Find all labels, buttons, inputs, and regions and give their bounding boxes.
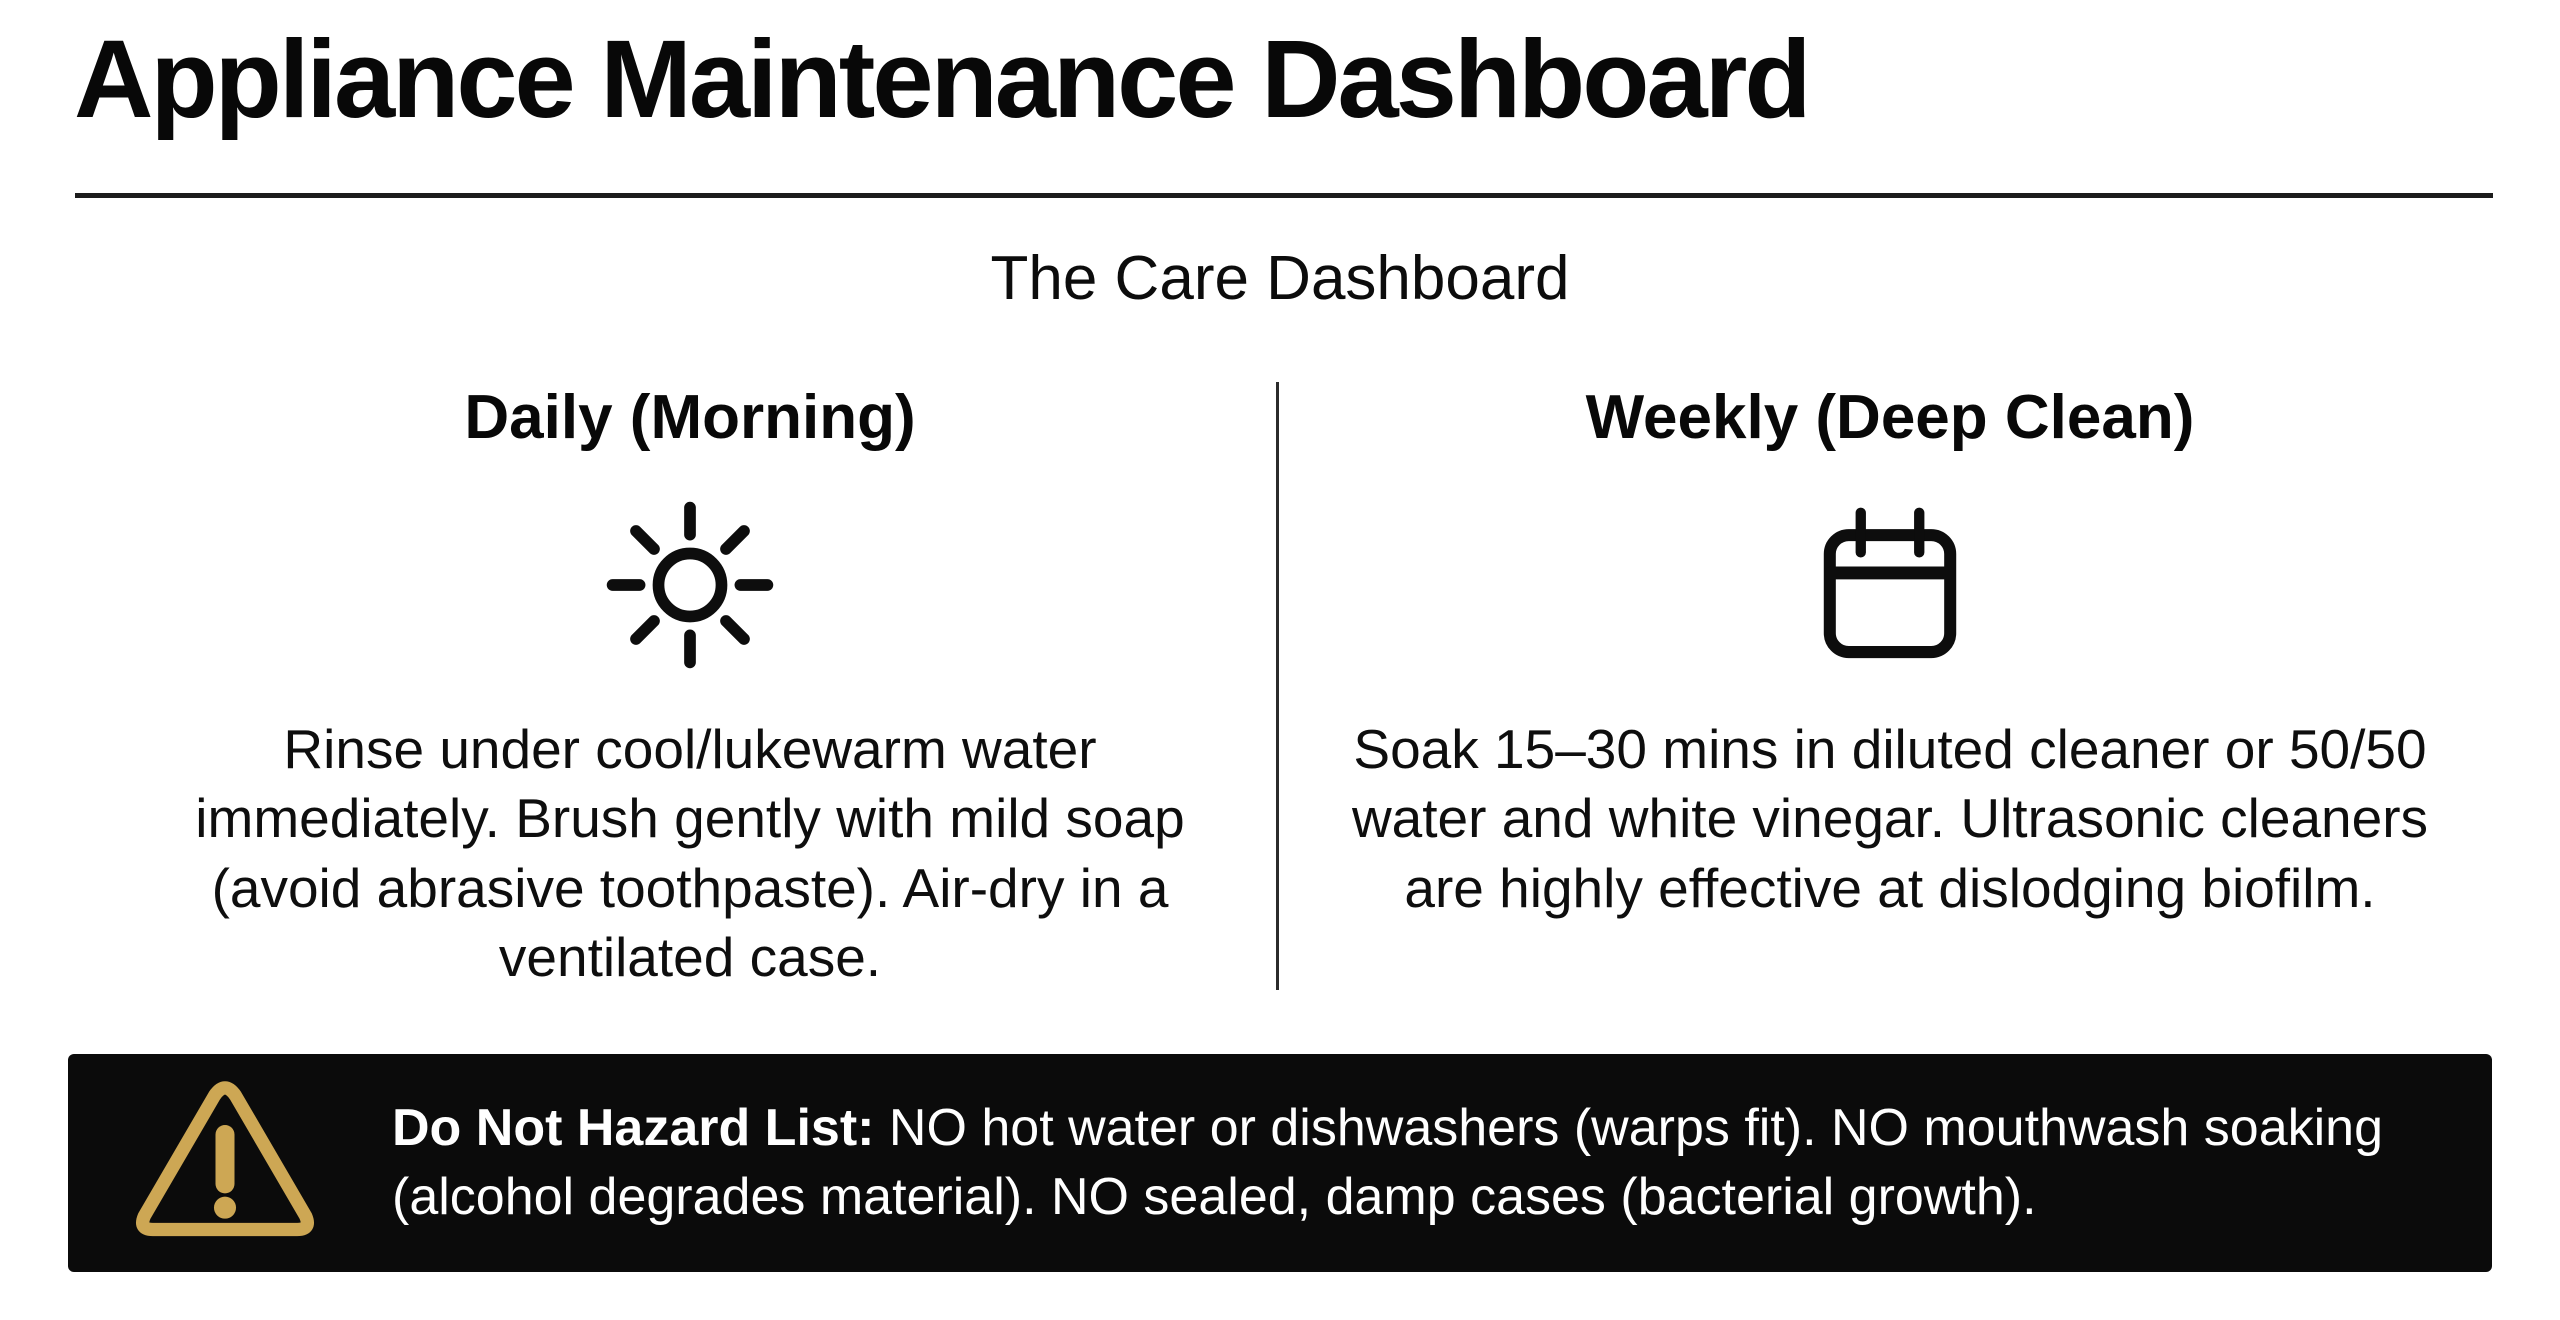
warning-triangle-outline bbox=[136, 1081, 314, 1237]
hazard-banner: Do Not Hazard List: NO hot water or dish… bbox=[68, 1054, 2492, 1272]
column-divider bbox=[1276, 382, 1279, 990]
daily-heading: Daily (Morning) bbox=[464, 383, 916, 452]
title-underline-rule bbox=[75, 193, 2493, 198]
calendar-icon bbox=[1340, 495, 2440, 675]
warning-exclamation-dot bbox=[213, 1196, 237, 1219]
page-title: Appliance Maintenance Dashboard bbox=[74, 18, 1812, 141]
weekly-column: Weekly (Deep Clean) Soak 15–30 mins in d… bbox=[1340, 382, 2440, 923]
hazard-banner-label: Do Not Hazard List: bbox=[392, 1098, 875, 1157]
section-subtitle: The Care Dashboard bbox=[990, 244, 1570, 313]
hazard-banner-body: NO hot water or dishwashers (warps fit).… bbox=[392, 1098, 2384, 1226]
daily-column: Daily (Morning) Rinse under cool/lukewar… bbox=[150, 382, 1230, 992]
daily-instructions: Rinse under cool/lukewarm water immediat… bbox=[195, 718, 1185, 988]
weekly-heading: Weekly (Deep Clean) bbox=[1585, 383, 2195, 452]
weekly-instructions: Soak 15–30 mins in diluted cleaner or 50… bbox=[1351, 718, 2429, 919]
sun-icon bbox=[150, 495, 1230, 675]
hazard-banner-text: Do Not Hazard List: NO hot water or dish… bbox=[392, 1094, 2452, 1232]
warning-triangle-icon bbox=[130, 1077, 320, 1249]
